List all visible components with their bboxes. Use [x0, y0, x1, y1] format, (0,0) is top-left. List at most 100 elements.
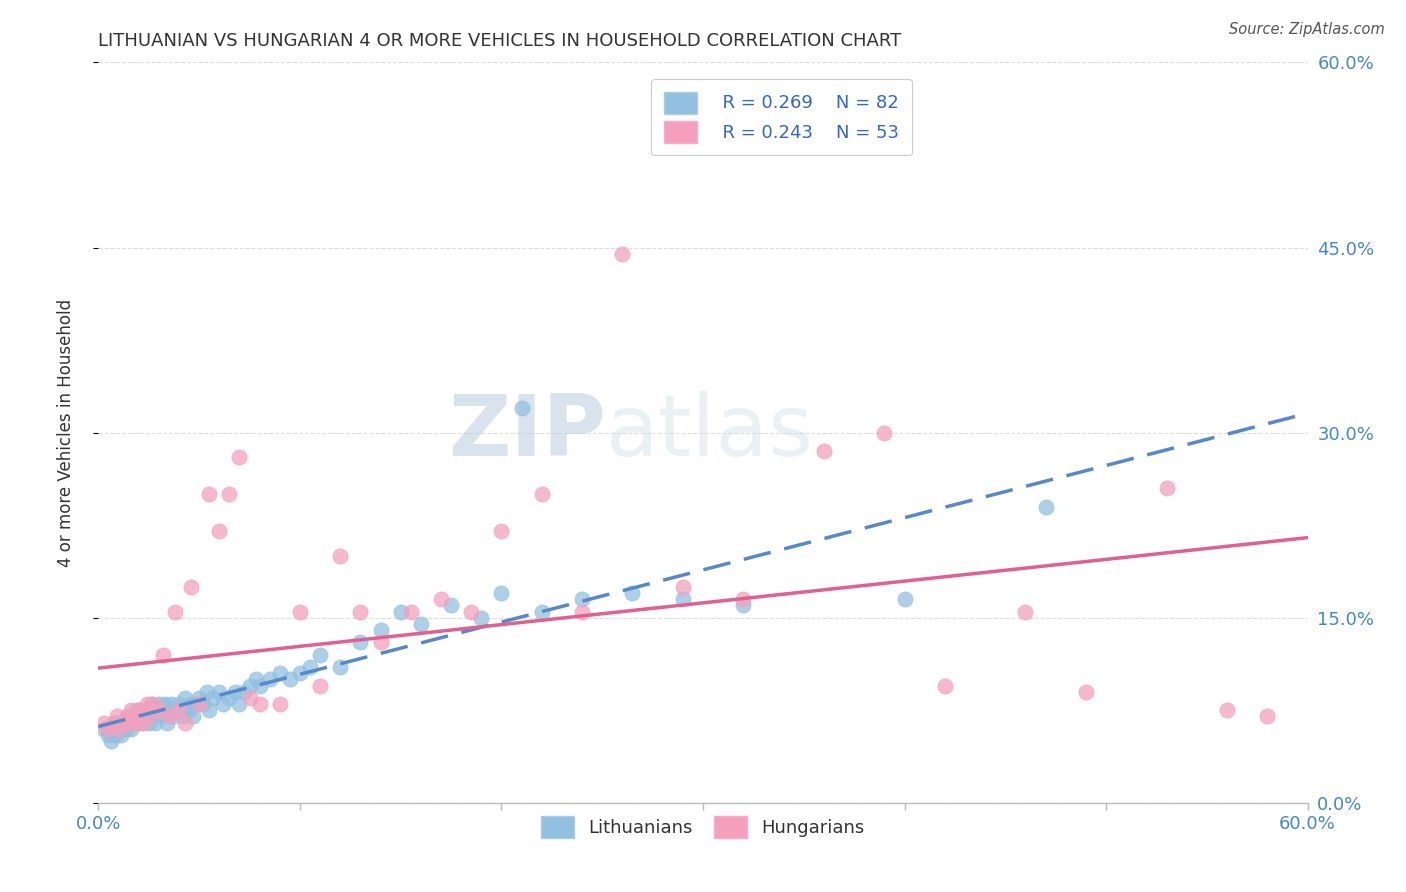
- Point: [188, 690, 211, 705]
- Point: [184, 697, 207, 711]
- Point: [93, 715, 115, 730]
- Point: [188, 697, 211, 711]
- Point: [470, 610, 492, 624]
- Point: [132, 715, 155, 730]
- Point: [103, 728, 125, 742]
- Point: [128, 715, 150, 730]
- Point: [1035, 500, 1057, 514]
- Point: [198, 487, 221, 501]
- Point: [239, 690, 262, 705]
- Point: [232, 685, 254, 699]
- Point: [180, 580, 202, 594]
- Point: [180, 697, 202, 711]
- Point: [934, 679, 956, 693]
- Point: [97, 728, 120, 742]
- Point: [149, 709, 172, 723]
- Point: [107, 722, 129, 736]
- Point: [208, 524, 231, 539]
- Point: [218, 690, 240, 705]
- Point: [107, 722, 129, 736]
- Point: [110, 728, 132, 742]
- Point: [621, 586, 644, 600]
- Point: [370, 635, 392, 649]
- Point: [329, 549, 352, 563]
- Point: [278, 673, 301, 687]
- Point: [1256, 709, 1278, 723]
- Point: [409, 616, 432, 631]
- Point: [440, 599, 463, 613]
- Point: [118, 715, 141, 730]
- Point: [111, 722, 134, 736]
- Point: [160, 697, 183, 711]
- Point: [893, 592, 915, 607]
- Point: [491, 524, 513, 539]
- Point: [124, 715, 146, 730]
- Point: [135, 709, 157, 723]
- Point: [121, 709, 143, 723]
- Point: [134, 703, 156, 717]
- Point: [299, 660, 322, 674]
- Point: [111, 715, 134, 730]
- Point: [1014, 605, 1036, 619]
- Point: [152, 703, 174, 717]
- Point: [245, 673, 267, 687]
- Point: [389, 605, 412, 619]
- Point: [162, 709, 184, 723]
- Point: [157, 709, 180, 723]
- Point: [571, 592, 593, 607]
- Point: [152, 648, 174, 662]
- Point: [128, 703, 150, 717]
- Point: [93, 722, 115, 736]
- Point: [249, 697, 271, 711]
- Point: [212, 697, 235, 711]
- Point: [172, 709, 194, 723]
- Point: [733, 592, 755, 607]
- Text: ZIP: ZIP: [449, 391, 606, 475]
- Point: [138, 709, 160, 723]
- Point: [349, 635, 371, 649]
- Point: [309, 648, 332, 662]
- Point: [1156, 481, 1178, 495]
- Point: [174, 715, 197, 730]
- Point: [105, 715, 128, 730]
- Text: atlas: atlas: [606, 391, 814, 475]
- Point: [224, 685, 246, 699]
- Text: LITHUANIAN VS HUNGARIAN 4 OR MORE VEHICLES IN HOUSEHOLD CORRELATION CHART: LITHUANIAN VS HUNGARIAN 4 OR MORE VEHICL…: [98, 32, 901, 50]
- Point: [612, 246, 634, 260]
- Point: [228, 450, 250, 465]
- Point: [120, 703, 142, 717]
- Point: [115, 722, 138, 736]
- Point: [105, 709, 128, 723]
- Point: [309, 679, 332, 693]
- Point: [430, 592, 453, 607]
- Point: [146, 703, 169, 717]
- Point: [125, 709, 148, 723]
- Point: [167, 697, 190, 711]
- Point: [143, 715, 166, 730]
- Point: [153, 697, 176, 711]
- Point: [128, 703, 150, 717]
- Point: [218, 487, 240, 501]
- Point: [139, 697, 162, 711]
- Point: [208, 685, 231, 699]
- Point: [142, 697, 165, 711]
- Point: [124, 715, 146, 730]
- Point: [174, 690, 197, 705]
- Point: [813, 444, 835, 458]
- Point: [269, 697, 291, 711]
- Point: [399, 605, 422, 619]
- Point: [193, 697, 215, 711]
- Point: [672, 580, 695, 594]
- Point: [269, 666, 291, 681]
- Point: [228, 697, 250, 711]
- Point: [115, 709, 138, 723]
- Point: [148, 703, 170, 717]
- Point: [179, 703, 201, 717]
- Point: [873, 425, 896, 440]
- Point: [1074, 685, 1097, 699]
- Point: [571, 605, 593, 619]
- Point: [1216, 703, 1239, 717]
- Point: [249, 679, 271, 693]
- Point: [195, 685, 218, 699]
- Point: [107, 715, 129, 730]
